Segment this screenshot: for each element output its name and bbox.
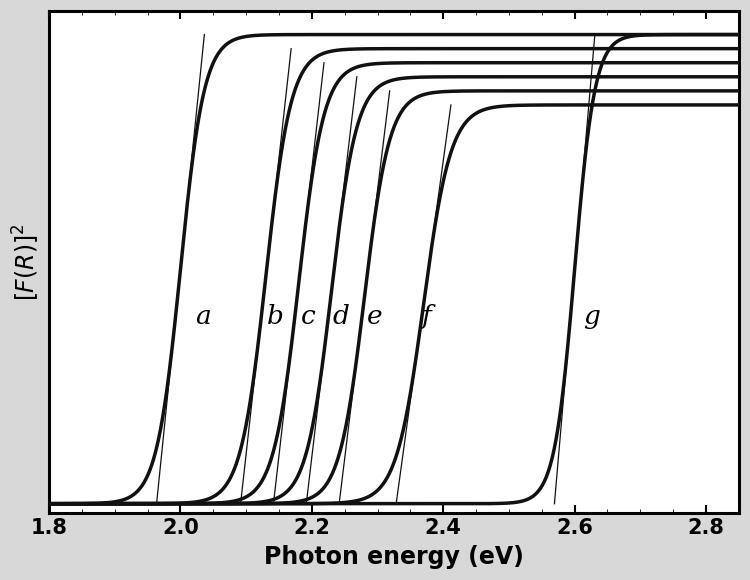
Text: a: a bbox=[196, 303, 211, 328]
Text: c: c bbox=[302, 303, 316, 328]
Text: f: f bbox=[422, 303, 432, 328]
X-axis label: Photon energy (eV): Photon energy (eV) bbox=[264, 545, 524, 569]
Text: g: g bbox=[583, 303, 599, 328]
Y-axis label: $[F(R)]^2$: $[F(R)]^2$ bbox=[11, 223, 42, 301]
Text: d: d bbox=[333, 303, 350, 328]
Text: e: e bbox=[367, 303, 382, 328]
Text: b: b bbox=[267, 303, 284, 328]
